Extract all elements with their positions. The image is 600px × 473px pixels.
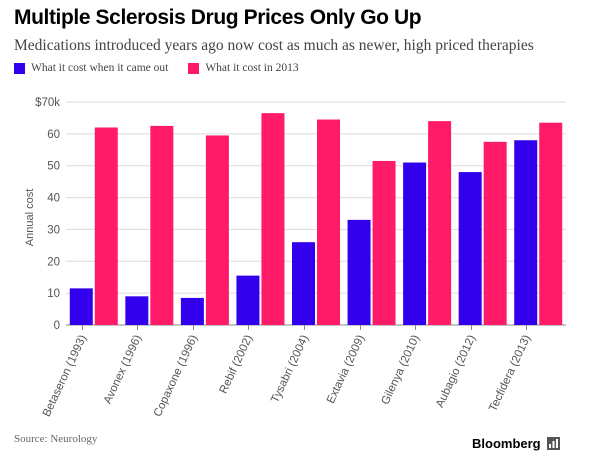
bar-2013-cost [539, 122, 563, 325]
y-tick-label: 0 [54, 320, 60, 332]
x-tick-label: Copaxone (1996) [152, 333, 201, 419]
y-tick-label: 40 [47, 193, 60, 205]
y-tick-label: 60 [47, 129, 60, 141]
chart-title: Multiple Sclerosis Drug Prices Only Go U… [14, 6, 422, 29]
bar-2013-cost [317, 119, 340, 326]
bar-2013-cost [428, 121, 452, 325]
y-tick-label: 30 [47, 224, 60, 236]
legend: What it cost when it came out What it co… [14, 62, 319, 74]
bar-launch-cost [236, 275, 260, 325]
bar-launch-cost [514, 140, 538, 325]
bar-2013-cost [150, 125, 174, 326]
bar-launch-cost [292, 242, 315, 325]
y-tick-label: 10 [47, 288, 60, 300]
bar-2013-cost [372, 160, 396, 325]
bar-launch-cost [69, 288, 93, 325]
x-tick-label: Betaseron (1993) [41, 333, 90, 419]
chart-subtitle: Medications introduced years ago now cos… [14, 37, 534, 54]
legend-label-2013-cost: What it cost in 2013 [205, 62, 299, 74]
bloomberg-logo-icon [546, 437, 560, 450]
x-tick-label: Aubagio (2012) [434, 333, 478, 409]
bar-launch-cost [458, 172, 482, 325]
y-axis-title: Annual cost [24, 189, 36, 246]
legend-item-2013-cost: What it cost in 2013 [188, 62, 299, 74]
bar-launch-cost [347, 219, 371, 325]
bar-2013-cost [261, 113, 285, 326]
x-tick-label: Gilenya (2010) [379, 333, 422, 407]
x-tick-label: Avonex (1996) [102, 333, 144, 406]
x-tick-label: Tecfidera (2013) [487, 333, 533, 414]
source-note: Source: Neurology [14, 433, 98, 445]
x-tick-label: Extavia (2009) [325, 333, 367, 405]
bar-launch-cost [125, 296, 149, 325]
y-tick-label: 50 [47, 161, 60, 173]
legend-label-launch-cost: What it cost when it came out [31, 62, 169, 74]
x-tick-label: Tysabri (2004) [269, 333, 311, 405]
y-tick-label: 20 [47, 256, 60, 268]
legend-swatch-2013-cost [188, 62, 200, 74]
brand-name: Bloomberg [472, 436, 541, 451]
x-tick-label: Rebif (2002) [218, 333, 256, 396]
legend-swatch-launch-cost [14, 62, 25, 74]
bar-launch-cost [180, 297, 204, 325]
legend-item-launch-cost: What it cost when it came out [14, 62, 168, 74]
y-tick-label: $70k [35, 97, 60, 109]
brand: Bloomberg [472, 436, 560, 451]
bar-launch-cost [403, 162, 427, 325]
bar-2013-cost [94, 127, 118, 325]
bar-2013-cost [205, 135, 229, 325]
bar-2013-cost [483, 141, 507, 325]
